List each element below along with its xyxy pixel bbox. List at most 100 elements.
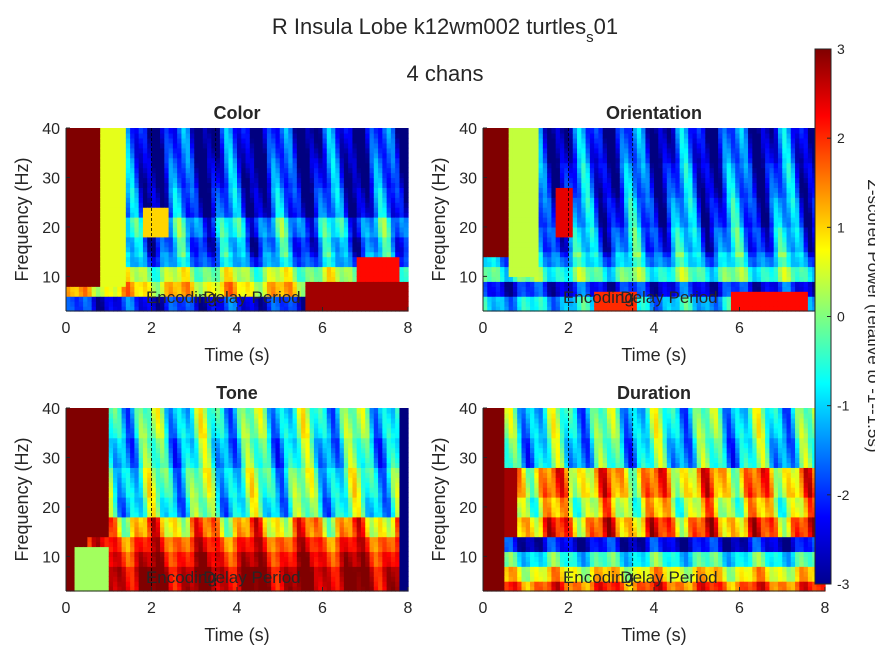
heatmap-cell [177,257,182,263]
heatmap-cell [293,222,298,228]
heatmap-cell [705,207,710,213]
heatmap-cell [177,276,182,282]
heatmap-cell [504,202,509,208]
heatmap-cell [560,262,565,268]
heatmap-cell [271,187,276,193]
heatmap-cell [598,182,603,188]
heatmap-cell [487,182,492,188]
heatmap-cell [357,281,362,287]
heatmap-cell [667,227,672,233]
heatmap-cell [352,257,357,263]
heatmap-cell [624,247,629,253]
heatmap-cell [513,173,518,179]
heatmap-cell [710,207,715,213]
heatmap-cell [692,197,697,203]
heatmap-cell [271,237,276,243]
heatmap-cell [387,266,392,272]
heatmap-cell [637,247,642,253]
heatmap-cell [517,212,522,218]
heatmap-cell [547,173,552,179]
heatmap-cell [675,153,680,159]
heatmap-cell [504,153,509,159]
heatmap-cell [100,271,105,277]
heatmap-cell [399,222,404,228]
heatmap-cell [586,187,591,193]
heatmap-cell [293,133,298,139]
heatmap-cell [173,247,178,253]
heatmap-cell [710,153,715,159]
heatmap-cell [365,148,370,154]
heatmap-cell [603,271,608,277]
heatmap-cell [258,212,263,218]
heatmap-cell [539,192,544,198]
heatmap-cell [267,212,272,218]
heatmap-cell [143,138,148,144]
heatmap-cell [370,163,375,169]
heatmap-cell [207,237,212,243]
heatmap-cell [340,182,345,188]
heatmap-cell [513,187,518,193]
heatmap-cell [598,252,603,258]
heatmap-cell [641,138,646,144]
heatmap-cell [404,133,409,139]
heatmap-cell [305,143,310,149]
heatmap-cell [250,252,255,258]
heatmap-cell [391,291,396,297]
heatmap-cell [586,262,591,268]
heatmap-cell [83,281,88,287]
heatmap-cell [680,266,685,272]
heatmap-cell [539,202,544,208]
heatmap-cell [594,212,599,218]
heatmap-cell [645,257,650,263]
heatmap-cell [113,207,118,213]
heatmap-cell [130,286,135,292]
heatmap-cell [348,281,353,287]
heatmap-cell [361,148,366,154]
heatmap-cell [492,153,497,159]
heatmap-cell [645,197,650,203]
heatmap-cell [526,138,531,144]
heatmap-cell [357,266,362,272]
heatmap-cell [267,262,272,268]
heatmap-cell [327,237,332,243]
heatmap-cell [258,227,263,233]
heatmap-cell [504,227,509,233]
heatmap-cell [310,252,315,258]
heatmap-cell [288,222,293,228]
heatmap-cell [598,192,603,198]
heatmap-cell [607,257,612,263]
heatmap-cell [680,192,685,198]
heatmap-cell [607,247,612,253]
heatmap-cell [87,222,92,228]
heatmap-cell [688,202,693,208]
heatmap-cell [275,153,280,159]
heatmap-cell [156,163,161,169]
heatmap-cell [169,128,174,134]
heatmap-cell [663,128,668,134]
heatmap-cell [357,271,362,277]
heatmap-cell [220,187,225,193]
heatmap-cell [581,173,586,179]
heatmap-cell [87,301,92,307]
heatmap-cell [684,148,689,154]
heatmap-cell [357,242,362,248]
heatmap-cell [399,252,404,258]
heatmap-cell [164,217,169,223]
heatmap-cell [233,281,238,287]
heatmap-cell [258,266,263,272]
heatmap-cell [560,237,565,243]
y-axis-label: Frequency (Hz) [12,157,32,281]
heatmap-cell [663,281,668,287]
heatmap-cell [186,163,191,169]
heatmap-cell [378,262,383,268]
heatmap-cell [521,301,526,307]
heatmap-cell [547,202,552,208]
heatmap-cell [246,163,251,169]
heatmap-cell [173,182,178,188]
heatmap-cell [645,182,650,188]
heatmap-cell [177,237,182,243]
heatmap-cell [318,281,323,287]
heatmap-cell [534,158,539,164]
heatmap-cell [177,197,182,203]
heatmap-cell [194,257,199,263]
